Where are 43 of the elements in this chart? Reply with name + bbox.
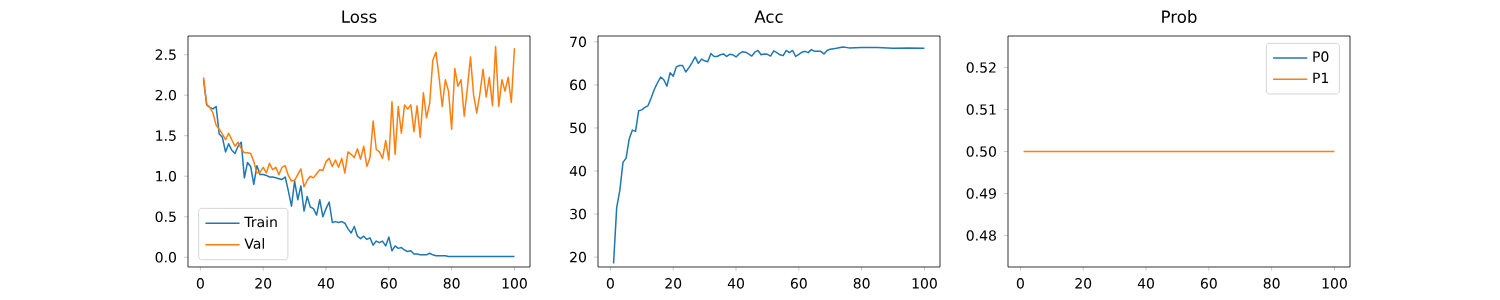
y-tick-label: 40 (569, 165, 586, 177)
y-tick-label: 2.0 (155, 89, 176, 101)
x-tick-label: 80 (443, 278, 460, 289)
x-tick-label: 60 (380, 278, 397, 289)
y-tick-label: 0.50 (966, 146, 996, 157)
x-tick-label: 20 (1075, 278, 1092, 289)
legend-label: Val (244, 238, 264, 249)
legend-label: Train (244, 216, 277, 228)
x-tick-label: 100 (1322, 278, 1347, 289)
x-tick-label: 60 (1200, 278, 1217, 289)
x-tick-label: 40 (1137, 278, 1154, 289)
chart-title: Loss (342, 10, 377, 23)
x-tick-label: 60 (790, 278, 807, 289)
x-tick-label: 0 (1016, 278, 1024, 289)
y-tick-label: 0.52 (966, 62, 996, 73)
y-tick-label: 0.48 (966, 230, 996, 241)
y-tick-label: 20 (570, 251, 586, 263)
line-series (202, 45, 516, 188)
x-tick-label: 20 (665, 278, 682, 289)
x-tick-label: 80 (1263, 278, 1280, 289)
y-tick-label: 30 (570, 208, 586, 220)
x-tick-label: 0 (196, 278, 204, 289)
y-tick-label: 0.49 (966, 188, 996, 199)
chart-title: Prob (1162, 10, 1197, 23)
y-tick-label: 50 (570, 122, 586, 134)
x-tick-label: 0 (606, 278, 614, 289)
y-tick-label: 0.0 (155, 251, 176, 263)
legend-label: P0 (1313, 51, 1329, 62)
y-tick-label: 60 (570, 79, 586, 91)
y-tick-label: 0.5 (155, 211, 176, 223)
x-tick-label: 100 (502, 278, 527, 289)
y-tick-label: 70 (570, 36, 586, 48)
legend-label: P1 (1313, 72, 1329, 83)
chart-title: Acc (754, 10, 783, 23)
y-tick-label: 1.5 (156, 130, 176, 141)
x-tick-label: 20 (255, 278, 272, 289)
x-tick-label: 40 (727, 278, 744, 289)
x-tick-label: 100 (912, 278, 937, 289)
x-tick-label: 40 (317, 278, 334, 289)
y-tick-label: 0.51 (966, 104, 996, 115)
x-tick-label: 80 (853, 278, 870, 289)
y-tick-label: 2.5 (155, 49, 176, 60)
y-tick-label: 1.0 (156, 170, 176, 182)
